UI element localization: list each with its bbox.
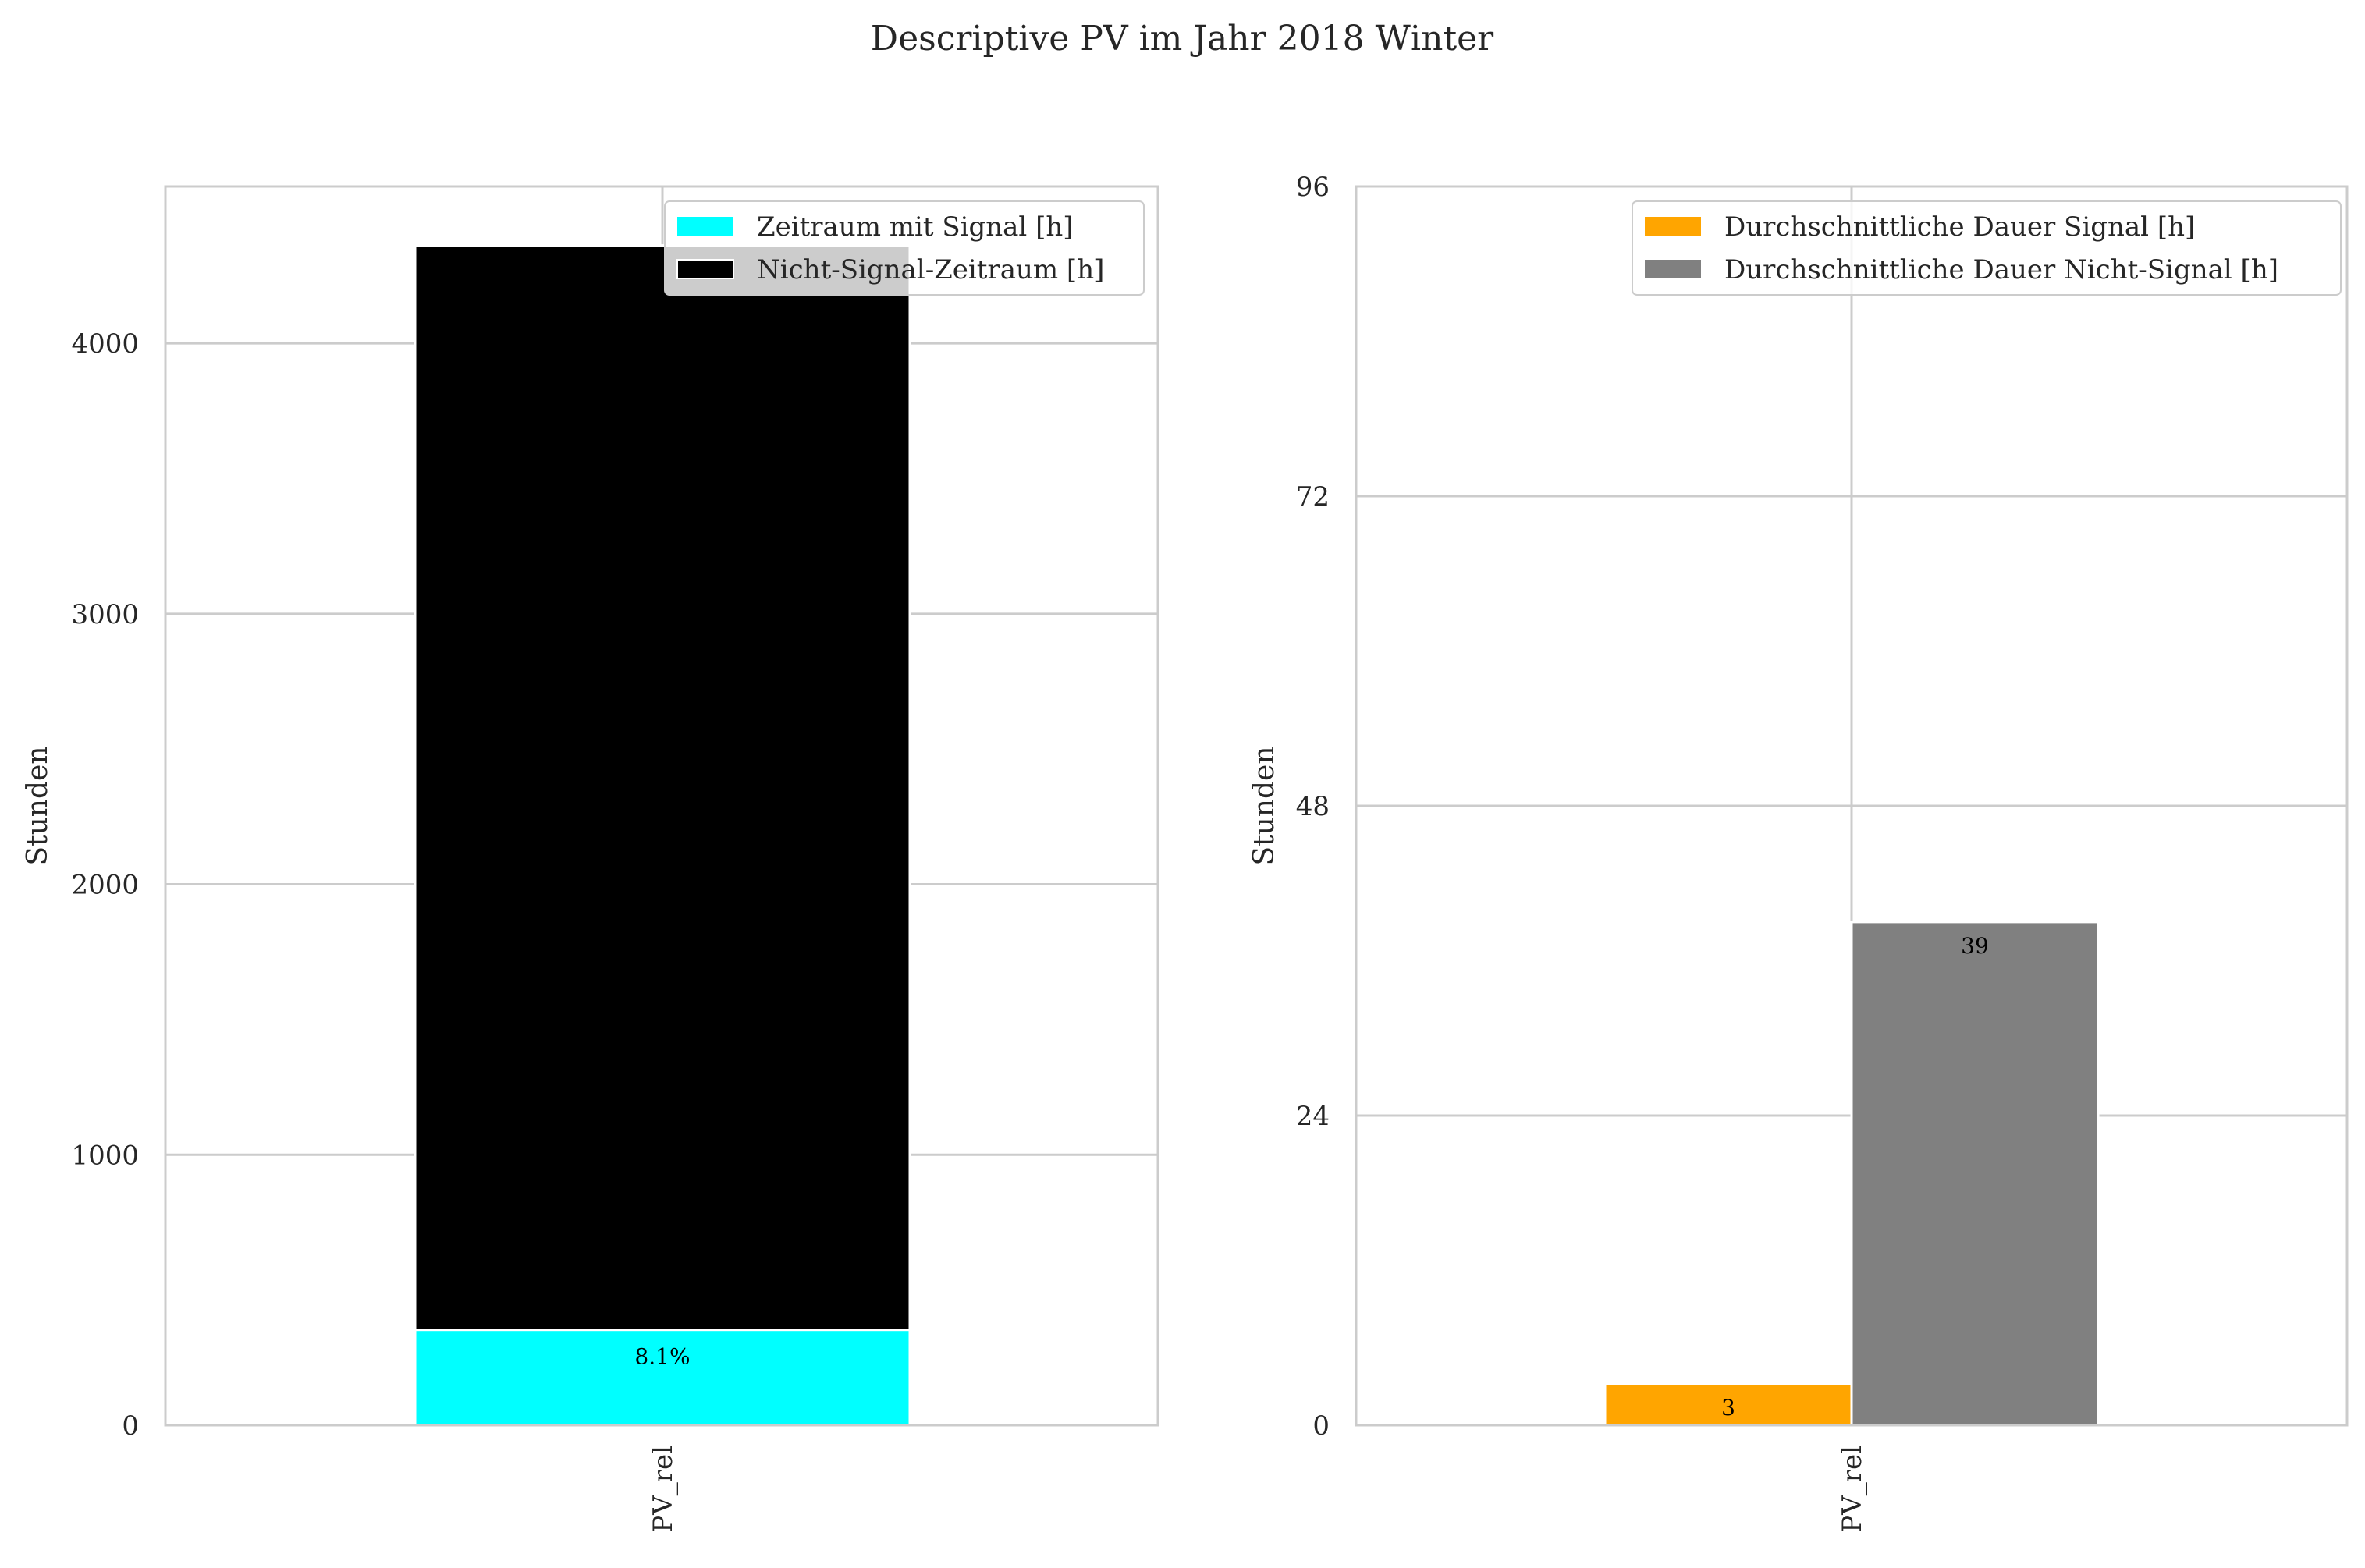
legend-box	[664, 200, 1145, 296]
bar-signal	[414, 1329, 911, 1427]
bar-value-label: 8.1%	[634, 1344, 690, 1370]
left-legend: Zeitraum mit Signal [h] Nicht-Signal-Zeit…	[664, 200, 1145, 296]
right-y-axis-label: Stunden	[1248, 746, 1280, 865]
y-tick-label: 4000	[71, 328, 139, 360]
y-tick-label: 24	[1296, 1101, 1330, 1132]
right-bars: 3 39	[1603, 921, 2100, 1427]
y-tick-label: 3000	[71, 599, 139, 630]
left-plot-frame	[164, 185, 1159, 1427]
y-tick-label: 1000	[71, 1140, 139, 1171]
y-tick-label: 96	[1296, 172, 1330, 203]
bar-non-signal-duration	[1850, 921, 2100, 1427]
y-tick-label: 72	[1296, 481, 1330, 513]
left-bars: 8.1%	[414, 244, 911, 1427]
y-tick-label: 2000	[71, 870, 139, 901]
y-tick-label: 0	[122, 1410, 139, 1442]
legend-swatch	[1645, 260, 1701, 278]
legend-label: Durchschnittliche Dauer Nicht-Signal [h]	[1724, 254, 2278, 286]
right-plot-frame	[1355, 185, 2349, 1427]
legend-label: Durchschnittliche Dauer Signal [h]	[1724, 211, 2195, 243]
left-y-axis-label: Stunden	[22, 746, 54, 865]
x-tick-label: PV_rel	[648, 1446, 679, 1533]
legend-swatch	[1645, 217, 1701, 236]
legend-label: Nicht-Signal-Zeitraum [h]	[757, 254, 1104, 286]
x-tick-label: PV_rel	[1837, 1446, 1868, 1533]
right-legend: Durchschnittliche Dauer Signal [h] Durchs…	[1632, 200, 2342, 296]
y-tick-label: 48	[1296, 791, 1330, 822]
bar-value-label: 39	[1961, 933, 1989, 959]
y-tick-label: 0	[1312, 1410, 1330, 1442]
left-chart-panel: 8.1% 0 1000 2000 3000 4000 PV_rel Stunden Ze…	[22, 185, 1159, 1533]
right-x-ticks: PV_rel	[1837, 1446, 1868, 1533]
legend-swatch	[676, 259, 734, 279]
figure-title: Descriptive PV im Jahr 2018 Winter	[871, 19, 1494, 59]
bar-value-label: 3	[1721, 1395, 1735, 1421]
legend-swatch	[677, 217, 733, 236]
left-x-ticks: PV_rel	[648, 1446, 679, 1533]
legend-label: Zeitraum mit Signal [h]	[757, 211, 1074, 243]
right-chart-panel: 3 39 0 24 48 72 96 PV_rel Stunden Durchschnit…	[1248, 172, 2349, 1533]
bar-non-signal	[414, 244, 911, 1332]
legend-box	[1632, 200, 2342, 296]
right-y-ticks: 0 24 48 72 96	[1296, 172, 1330, 1442]
left-y-ticks: 0 1000 2000 3000 4000	[71, 328, 139, 1442]
